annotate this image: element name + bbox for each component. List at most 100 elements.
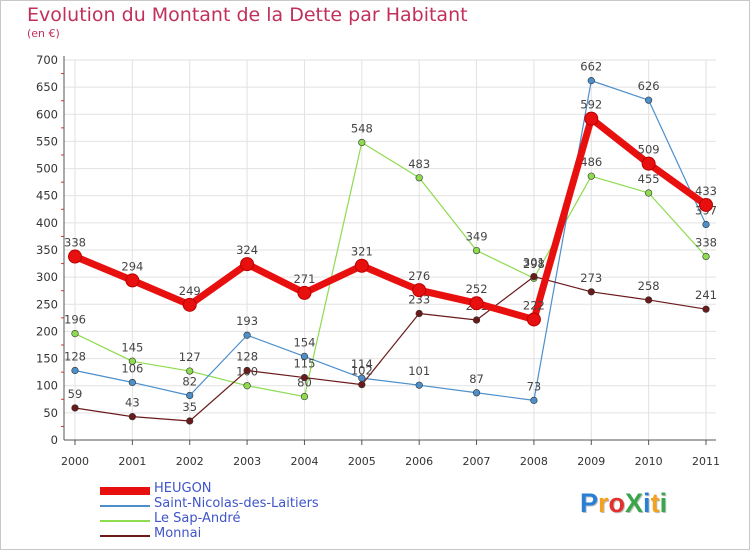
x-tick-label: 2011 [692, 455, 720, 468]
data-point [584, 111, 599, 126]
x-tick-label: 2008 [520, 455, 548, 468]
data-point [128, 357, 136, 365]
proxiti-logo: ProXiti [580, 488, 667, 519]
data-label: 338 [64, 236, 86, 250]
x-tick-label: 2003 [233, 455, 261, 468]
y-tick-label: 650 [36, 80, 58, 94]
data-label: 102 [351, 364, 373, 378]
data-point [702, 305, 710, 313]
logo-letter: i [659, 488, 668, 518]
data-point [587, 288, 595, 296]
x-tick-label: 2007 [463, 455, 491, 468]
data-label: 222 [523, 298, 545, 312]
data-point [71, 404, 79, 412]
data-label: 241 [695, 288, 717, 302]
data-label: 101 [408, 364, 430, 378]
data-point [125, 273, 140, 288]
data-point [587, 172, 595, 180]
y-tick-label: 700 [36, 53, 58, 67]
series-line-heugon [71, 115, 710, 323]
data-label: 145 [121, 340, 143, 354]
y-tick-label: 450 [36, 189, 58, 203]
data-label: 128 [64, 350, 86, 364]
y-tick-label: 300 [36, 270, 58, 284]
data-label: 43 [125, 396, 140, 410]
series-line-monnai [74, 276, 707, 422]
data-label: 73 [527, 379, 542, 393]
data-label: 548 [351, 122, 373, 136]
y-tick-label: 0 [51, 433, 58, 447]
data-point [186, 417, 194, 425]
series-line-saint-nicolas-des-laitiers [74, 80, 707, 401]
y-tick-label: 350 [36, 243, 58, 257]
legend-item: Monnai [100, 526, 500, 544]
data-label: 106 [121, 361, 143, 375]
data-label: 258 [638, 279, 660, 293]
data-point [358, 381, 366, 389]
x-tick-label: 2002 [176, 455, 204, 468]
data-label: 233 [408, 293, 430, 307]
data-label: 82 [182, 374, 197, 388]
x-tick-label: 2010 [635, 455, 663, 468]
legend-label: Saint-Nicolas-des-Laitiers [154, 496, 319, 511]
y-tick-label: 200 [36, 324, 58, 338]
y-tick-label: 550 [36, 134, 58, 148]
data-label: 486 [580, 155, 602, 169]
legend-item: Le Sap-André [100, 511, 500, 529]
data-label: 294 [121, 259, 143, 273]
data-point [702, 252, 710, 261]
data-point [415, 174, 423, 182]
data-point [243, 382, 251, 390]
logo-letter: P [580, 488, 599, 518]
data-point [358, 138, 366, 147]
data-label: 276 [408, 269, 430, 283]
data-point [469, 296, 484, 311]
data-label: 252 [466, 282, 488, 296]
legend-item: Saint-Nicolas-des-Laitiers [100, 496, 500, 514]
data-label: 115 [293, 357, 315, 371]
data-point [71, 330, 79, 338]
logo-letter: o [608, 488, 626, 518]
data-label: 662 [580, 60, 602, 74]
x-tick-label: 2005 [348, 455, 376, 468]
data-label: 249 [179, 284, 201, 298]
legend-swatch [100, 520, 150, 522]
data-point [300, 373, 309, 382]
data-label: 301 [523, 256, 545, 270]
data-label: 35 [182, 400, 197, 414]
data-label: 87 [469, 372, 484, 386]
data-point [300, 392, 309, 401]
data-label: 193 [236, 314, 258, 328]
data-label: 324 [236, 243, 258, 257]
data-point [530, 273, 538, 281]
x-tick-label: 2009 [577, 455, 605, 468]
data-point [415, 381, 423, 389]
data-point [472, 246, 481, 255]
y-tick-label: 50 [43, 406, 58, 420]
data-label: 80 [297, 376, 312, 390]
legend-label: HEUGON [154, 481, 212, 496]
legend-label: Le Sap-André [154, 511, 241, 526]
logo-letter: t [650, 488, 660, 518]
data-point [641, 156, 656, 171]
data-label: 196 [64, 313, 86, 327]
legend-label: Monnai [154, 526, 202, 541]
data-point [472, 316, 481, 324]
x-tick-label: 2000 [61, 455, 89, 468]
data-label: 271 [293, 272, 315, 286]
data-point [243, 331, 251, 339]
data-point [645, 189, 653, 197]
data-point [587, 77, 595, 85]
data-label: 509 [638, 143, 660, 157]
data-label: 59 [68, 387, 83, 401]
legend-item: HEUGON [100, 481, 500, 499]
chart-legend: HEUGON Saint-Nicolas-des-Laitiers Le Sap-A… [100, 481, 500, 544]
x-tick-label: 2004 [290, 455, 318, 468]
data-label: 349 [466, 230, 488, 244]
data-point [240, 257, 255, 272]
data-label: 114 [351, 357, 373, 371]
legend-swatch [100, 487, 150, 495]
data-label: 273 [580, 271, 602, 285]
data-point [186, 367, 194, 375]
